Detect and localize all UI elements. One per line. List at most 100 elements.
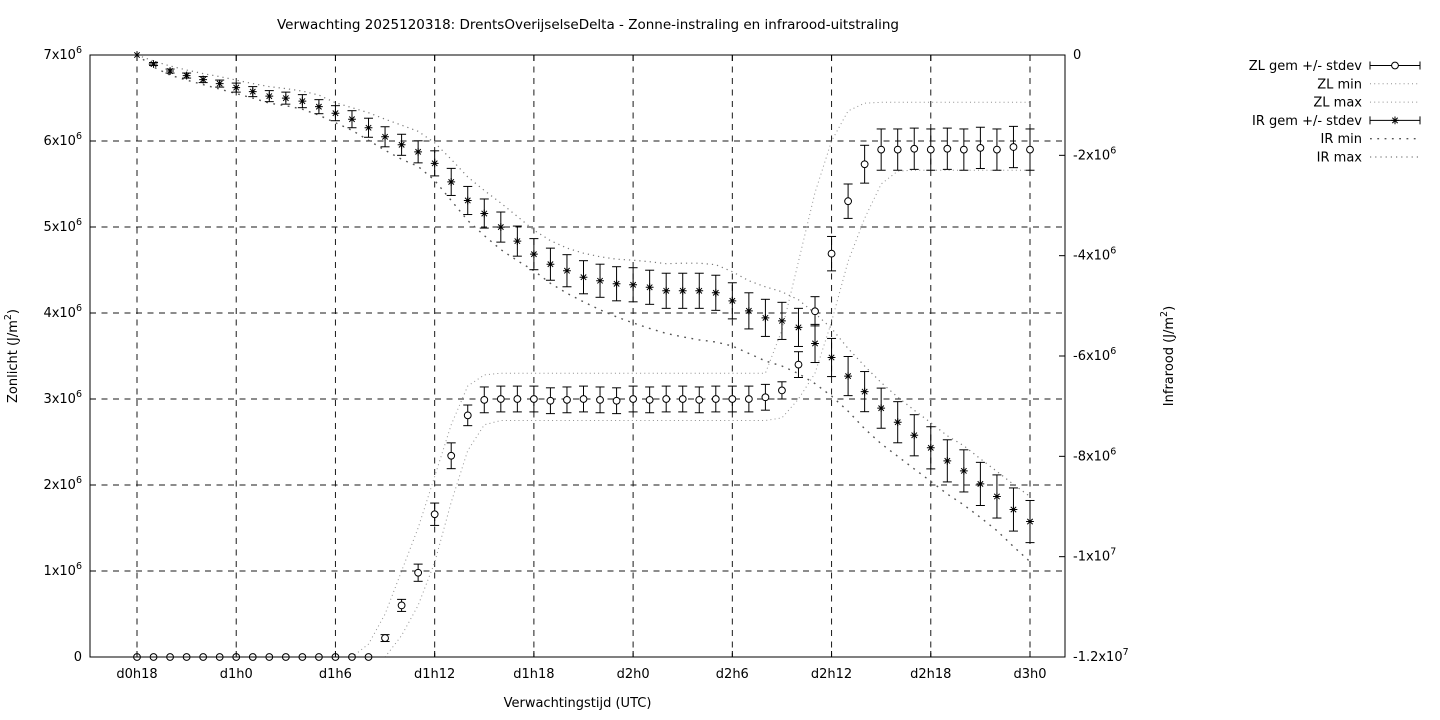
zl-min-line (137, 169, 1030, 658)
chart-title-text: Verwachting 2025120318: DrentsOverijsels… (277, 17, 899, 33)
circle-marker (645, 395, 654, 404)
circle-marker (811, 307, 819, 316)
x-tick-label: d1h6 (319, 667, 352, 682)
asterisk-marker (629, 280, 638, 289)
circle-marker (480, 395, 489, 404)
asterisk-marker (215, 79, 224, 88)
legend-item-ir-gem-stdev: IR gem +/- stdev (1252, 114, 1421, 129)
zl-max-line (137, 101, 1030, 658)
legend-label: IR gem +/- stdev (1252, 114, 1362, 129)
asterisk-marker (596, 276, 604, 285)
circle-marker (877, 145, 886, 154)
circle-marker (662, 395, 671, 403)
x-tick-label: d2h18 (910, 667, 951, 682)
x-axis-label-text: Verwachtingstijd (UTC) (504, 696, 652, 711)
circle-marker (430, 510, 439, 519)
axis-ticks (90, 54, 1065, 658)
legend-item-ir-max: IR max (1317, 151, 1420, 166)
ir-min-line (136, 54, 1031, 563)
y-left-axis-label-text: Zonlicht (J/m2​) (3, 309, 21, 403)
circle-marker (860, 160, 869, 169)
asterisk-marker (926, 443, 935, 452)
gridlines (90, 55, 1065, 657)
asterisk-marker (315, 102, 323, 111)
circle-marker (463, 411, 472, 420)
circle-marker (778, 386, 786, 395)
asterisk-marker (166, 67, 174, 75)
y-right-tick-label: -1.2x107​ (1073, 647, 1129, 665)
legend-label: ZL gem +/- stdev (1249, 59, 1363, 74)
asterisk-marker (149, 60, 158, 68)
y-left-tick-label: 3x106​ (43, 389, 82, 407)
asterisk-marker (910, 431, 919, 440)
asterisk-marker (513, 237, 522, 246)
circle-marker (959, 145, 968, 154)
asterisk-marker (695, 286, 704, 295)
asterisk-marker (563, 266, 571, 275)
circle-marker (612, 396, 621, 405)
asterisk-marker (976, 480, 985, 488)
legend-label: ZL max (1313, 96, 1362, 111)
y-left-axis-label: Zonlicht (J/m2​) (3, 309, 21, 403)
asterisk-marker (348, 115, 356, 124)
x-tick-label: d2h0 (617, 667, 650, 682)
circle-marker (728, 395, 737, 403)
asterisk-marker (893, 418, 902, 427)
circle-marker (761, 393, 770, 402)
legend-item-zl-min: ZL min (1317, 77, 1420, 92)
x-tick-labels: d0h18 d1h0 d1h6 d1h12 d1h18 d2h0 d2h6 d2h12 d2h1… (116, 667, 1046, 682)
asterisk-marker (778, 316, 786, 325)
y-left-tick-label: 7x106​ (43, 45, 82, 63)
x-tick-label: d3h0 (1013, 667, 1046, 682)
ir-mean-series (133, 51, 1035, 544)
circle-marker (926, 145, 935, 154)
circle-marker (711, 395, 720, 403)
asterisk-marker (959, 466, 968, 475)
x-tick-label: d1h18 (513, 667, 554, 682)
asterisk-marker (612, 279, 621, 288)
circle-marker (744, 395, 753, 403)
asterisk-marker (463, 196, 472, 205)
circle-marker (695, 395, 704, 404)
y-left-tick-labels: 0 1x106​ 2x106​ 3x106​ 4x106​ 5x106​ 6x106​ 7x1… (43, 45, 82, 665)
circle-marker (529, 395, 538, 403)
legend-label: ZL min (1317, 77, 1362, 92)
circle-marker (397, 601, 406, 610)
legend: ZL gem +/- stdev ZL min ZL max IR gem +/- s… (1249, 59, 1421, 166)
zl-min-line (137, 169, 1030, 658)
x-tick-label: d0h18 (116, 667, 157, 682)
asterisk-marker (381, 132, 389, 141)
x-axis-label: Verwachtingstijd (UTC) (504, 696, 652, 711)
x-tick-label: d2h6 (716, 667, 749, 682)
circle-marker (629, 395, 638, 403)
asterisk-marker (860, 387, 869, 396)
asterisk-marker (645, 283, 654, 292)
circle-marker (1391, 61, 1399, 70)
y-right-tick-label: -2x106​ (1073, 145, 1116, 163)
asterisk-marker (844, 372, 852, 380)
asterisk-marker (430, 159, 439, 168)
ir-max-line (136, 54, 1031, 497)
y-right-tick-label: -6x106​ (1073, 346, 1116, 364)
y-right-tick-labels: 0 -2x106​ -4x106​ -6x106​ -8x106​ -1x107​ -1.2… (1073, 48, 1129, 665)
asterisk-marker (397, 140, 406, 149)
circle-marker (993, 145, 1001, 154)
asterisk-marker (364, 123, 373, 132)
x-tick-label: d1h12 (414, 667, 455, 682)
chart-title: Verwachting 2025120318: DrentsOverijsels… (277, 17, 899, 33)
asterisk-marker (993, 492, 1001, 501)
y-right-tick-label: -4x106​ (1073, 246, 1116, 264)
asterisk-marker (811, 339, 819, 348)
y-left-tick-label: 0 (74, 650, 82, 665)
asterisk-marker (447, 178, 456, 186)
asterisk-marker (1009, 505, 1018, 514)
asterisk-marker (827, 353, 836, 362)
y-left-tick-label: 1x106​ (43, 561, 82, 579)
asterisk-marker (496, 223, 505, 231)
ir-max-line (136, 54, 1031, 497)
circle-marker (910, 144, 919, 153)
circle-marker (827, 249, 836, 258)
asterisk-marker (182, 71, 191, 80)
y-left-tick-label: 2x106​ (43, 475, 82, 493)
x-tick-label: d1h0 (220, 667, 253, 682)
